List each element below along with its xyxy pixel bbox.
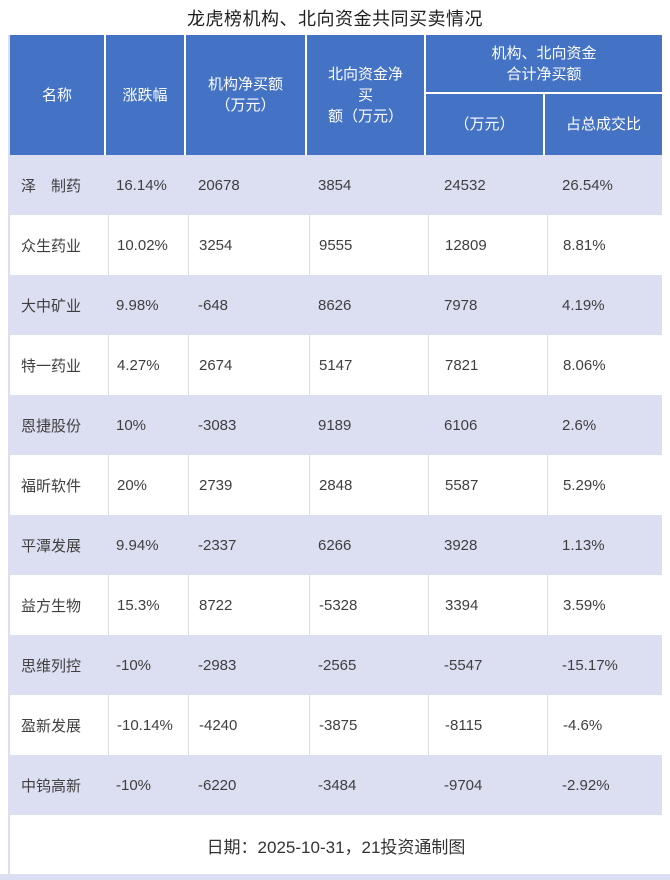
northbound-net-buy: 3854 [318,176,352,194]
header-change-pct: 涨跌幅 [106,35,186,155]
stock-name: 益方生物 [21,597,82,615]
northbound-net-buy: 9189 [318,416,352,434]
change-pct: 9.94% [116,536,159,554]
institution-net-buy: -6220 [198,776,237,794]
institution-net-buy: 20678 [198,176,240,194]
table-row: 众生药业 10.02% 3254 9555 12809 8.81% [10,215,662,275]
table-row: 泽 制药 16.14% 20678 3854 24532 26.54% [10,155,662,215]
turnover-ratio: 8.06% [547,335,664,395]
turnover-ratio: 4.19% [562,296,605,314]
stock-name: 恩捷股份 [21,417,82,435]
combined-net-buy: 12809 [428,215,547,275]
turnover-ratio: 5.29% [547,455,664,515]
institution-net-buy: -4240 [188,695,309,755]
institution-net-buy: 8722 [188,575,309,635]
northbound-net-buy: 8626 [318,296,352,314]
combined-net-buy: -9704 [444,776,483,794]
change-pct: 16.14% [116,176,167,194]
northbound-net-buy: 2848 [309,455,428,515]
institution-net-buy: -2983 [198,656,237,674]
combined-net-buy: 3394 [428,575,547,635]
combined-net-buy: 7821 [428,335,547,395]
stock-name: 众生药业 [21,237,82,255]
institution-net-buy: -3083 [198,416,237,434]
northbound-net-buy: -5328 [309,575,428,635]
table-row: 盈新发展 -10.14% -4240 -3875 -8115 -4.6% [10,695,662,755]
combined-net-buy: 7978 [444,296,478,314]
stock-name: 特一药业 [21,357,82,375]
institution-net-buy: -648 [198,296,229,314]
header-turnover-ratio: 占总成交比 [565,116,641,133]
header-combined-group: 机构、北向资金 合计净买额 （万元） 占总成交比 [426,35,662,155]
dragon-tiger-table: 名称 涨跌幅 机构净买额 （万元） 北向资金净买 额（万元） 机构、北向资金 合… [8,35,662,875]
northbound-net-buy: -3875 [309,695,428,755]
combined-net-buy: 24532 [444,176,486,194]
table-body: 泽 制药 16.14% 20678 3854 24532 26.54% 众生药业… [10,155,662,815]
change-pct: 15.3% [108,575,188,635]
combined-net-buy: 6106 [444,416,478,434]
turnover-ratio: -15.17% [562,656,618,674]
institution-net-buy: 2674 [188,335,309,395]
combined-net-buy: -5547 [444,656,483,674]
change-pct: 20% [108,455,188,515]
header-northbound-net-buy-line2: 额（万元） [327,107,403,125]
northbound-net-buy: 9555 [309,215,428,275]
change-pct: -10% [116,776,152,794]
turnover-ratio: 3.59% [547,575,664,635]
header-northbound-net-buy: 北向资金净买 额（万元） [307,35,426,155]
institution-net-buy: -2337 [198,536,237,554]
header-northbound-net-buy-line1: 北向资金净买 [327,65,403,104]
stock-name: 泽 制药 [21,177,82,195]
turnover-ratio: -4.6% [547,695,664,755]
stock-name: 福昕软件 [21,477,82,495]
turnover-ratio: 1.13% [562,536,605,554]
table-row: 福昕软件 20% 2739 2848 5587 5.29% [10,455,662,515]
stock-name: 平潭发展 [21,537,82,555]
header-combined-group-line1: 机构、北向资金 [491,44,597,62]
northbound-net-buy: -3484 [318,776,357,794]
header-name: 名称 [10,35,106,155]
change-pct: -10.14% [108,695,188,755]
combined-net-buy: 5587 [428,455,547,515]
combined-net-buy: -8115 [428,695,547,755]
turnover-ratio: 26.54% [562,176,613,194]
stock-name: 大中矿业 [21,297,82,315]
header-combined-group-line2: 合计净买额 [506,65,582,83]
table-row: 中钨高新 -10% -6220 -3484 -9704 -2.92% [10,755,662,815]
header-institution-net-buy-line1: 机构净买额 [207,76,283,93]
northbound-net-buy: 5147 [309,335,428,395]
turnover-ratio: 8.81% [547,215,664,275]
header-institution-net-buy-line2: （万元） [215,97,276,114]
table-row: 益方生物 15.3% 8722 -5328 3394 3.59% [10,575,662,635]
header-institution-net-buy: 机构净买额 （万元） [186,35,307,155]
table-footer: 日期：2025-10-31，21投资通制图 [10,815,662,875]
page-title: 龙虎榜机构、北向资金共同买卖情况 [187,8,483,29]
bottom-strip [0,874,670,880]
table-header: 名称 涨跌幅 机构净买额 （万元） 北向资金净买 额（万元） 机构、北向资金 合… [10,35,662,155]
footer-date-credit: 日期：2025-10-31，21投资通制图 [206,837,466,857]
stock-name: 盈新发展 [21,717,82,735]
change-pct: 10% [116,416,147,434]
institution-net-buy: 3254 [188,215,309,275]
change-pct: -10% [116,656,152,674]
turnover-ratio: 2.6% [562,416,597,434]
turnover-ratio: -2.92% [562,776,610,794]
change-pct: 9.98% [116,296,159,314]
stock-name: 中钨高新 [21,777,82,795]
change-pct: 10.02% [108,215,188,275]
table-row: 特一药业 4.27% 2674 5147 7821 8.06% [10,335,662,395]
combined-net-buy: 3928 [444,536,478,554]
header-combined-amount: （万元） [426,94,545,155]
table-row: 思维列控 -10% -2983 -2565 -5547 -15.17% [10,635,662,695]
northbound-net-buy: 6266 [318,536,352,554]
header-combined-group-title: 机构、北向资金 合计净买额 [426,35,662,94]
table-row: 平潭发展 9.94% -2337 6266 3928 1.13% [10,515,662,575]
table-row: 恩捷股份 10% -3083 9189 6106 2.6% [10,395,662,455]
table-row: 大中矿业 9.98% -648 8626 7978 4.19% [10,275,662,335]
institution-net-buy: 2739 [188,455,309,515]
stock-name: 思维列控 [21,657,82,675]
change-pct: 4.27% [108,335,188,395]
northbound-net-buy: -2565 [318,656,357,674]
